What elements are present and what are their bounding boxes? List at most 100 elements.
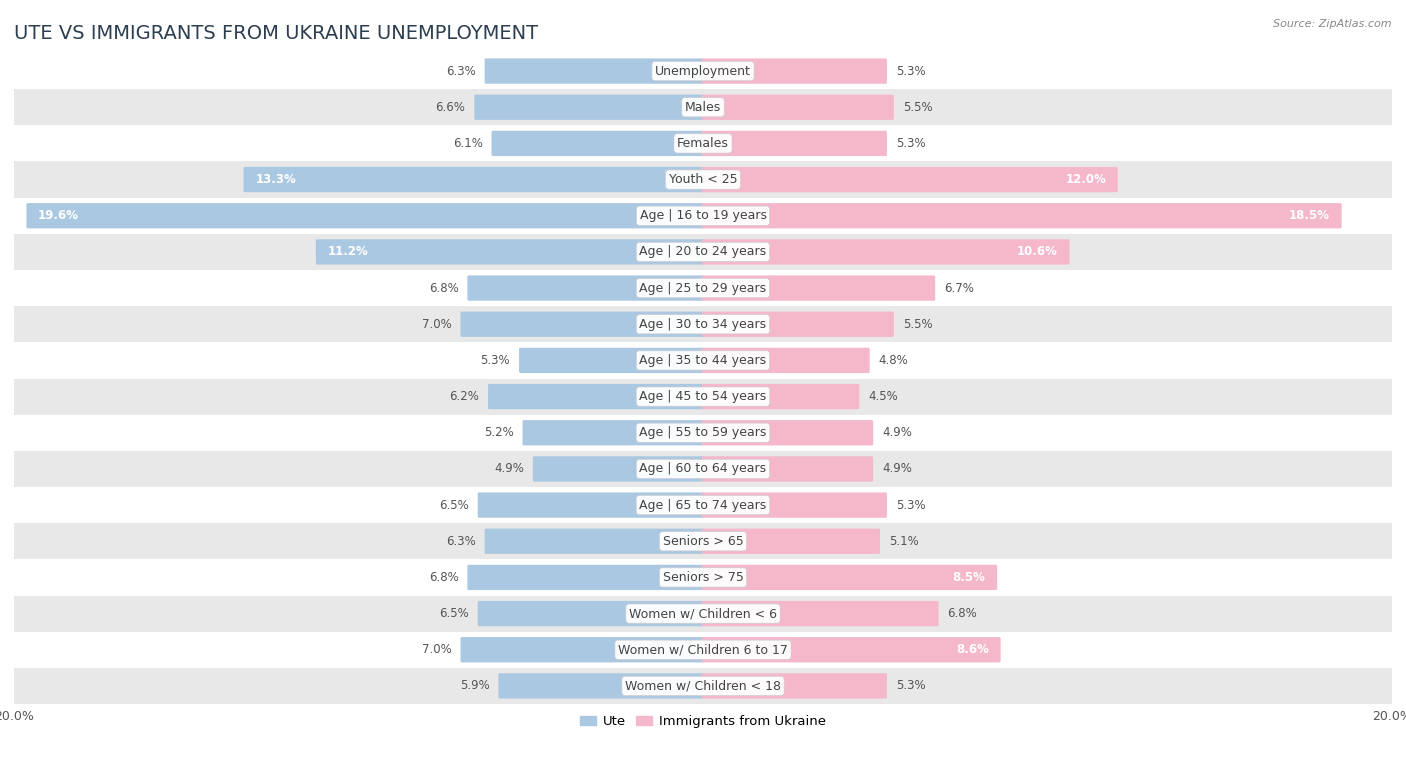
Text: 7.0%: 7.0% (422, 643, 451, 656)
FancyBboxPatch shape (467, 276, 704, 301)
FancyBboxPatch shape (523, 420, 704, 445)
FancyBboxPatch shape (702, 276, 935, 301)
Text: 5.3%: 5.3% (481, 354, 510, 367)
FancyBboxPatch shape (14, 198, 1392, 234)
Text: 12.0%: 12.0% (1066, 173, 1107, 186)
Text: 5.2%: 5.2% (484, 426, 513, 439)
FancyBboxPatch shape (702, 565, 997, 590)
Text: Age | 65 to 74 years: Age | 65 to 74 years (640, 499, 766, 512)
FancyBboxPatch shape (27, 203, 704, 229)
Text: Women w/ Children < 6: Women w/ Children < 6 (628, 607, 778, 620)
Text: 13.3%: 13.3% (256, 173, 295, 186)
FancyBboxPatch shape (702, 673, 887, 699)
FancyBboxPatch shape (316, 239, 704, 265)
Text: Women w/ Children 6 to 17: Women w/ Children 6 to 17 (619, 643, 787, 656)
FancyBboxPatch shape (467, 565, 704, 590)
FancyBboxPatch shape (14, 306, 1392, 342)
FancyBboxPatch shape (14, 631, 1392, 668)
FancyBboxPatch shape (14, 559, 1392, 596)
Text: 5.5%: 5.5% (903, 318, 932, 331)
FancyBboxPatch shape (702, 347, 870, 373)
Text: Males: Males (685, 101, 721, 114)
Text: 5.5%: 5.5% (903, 101, 932, 114)
FancyBboxPatch shape (461, 637, 704, 662)
FancyBboxPatch shape (702, 239, 1070, 265)
Text: 6.8%: 6.8% (429, 282, 458, 294)
Text: 4.9%: 4.9% (882, 426, 912, 439)
Text: 5.3%: 5.3% (896, 499, 925, 512)
Text: 8.5%: 8.5% (953, 571, 986, 584)
Text: Source: ZipAtlas.com: Source: ZipAtlas.com (1274, 19, 1392, 29)
FancyBboxPatch shape (485, 58, 704, 84)
Text: Age | 55 to 59 years: Age | 55 to 59 years (640, 426, 766, 439)
Text: 5.3%: 5.3% (896, 137, 925, 150)
Text: Age | 30 to 34 years: Age | 30 to 34 years (640, 318, 766, 331)
Text: 4.9%: 4.9% (882, 463, 912, 475)
Text: 10.6%: 10.6% (1017, 245, 1057, 258)
Text: Seniors > 75: Seniors > 75 (662, 571, 744, 584)
FancyBboxPatch shape (702, 493, 887, 518)
Text: Age | 60 to 64 years: Age | 60 to 64 years (640, 463, 766, 475)
FancyBboxPatch shape (14, 161, 1392, 198)
FancyBboxPatch shape (702, 131, 887, 156)
FancyBboxPatch shape (702, 58, 887, 84)
FancyBboxPatch shape (14, 378, 1392, 415)
FancyBboxPatch shape (533, 456, 704, 481)
Text: UTE VS IMMIGRANTS FROM UKRAINE UNEMPLOYMENT: UTE VS IMMIGRANTS FROM UKRAINE UNEMPLOYM… (14, 24, 538, 43)
Text: Age | 16 to 19 years: Age | 16 to 19 years (640, 209, 766, 223)
FancyBboxPatch shape (478, 601, 704, 626)
Text: Age | 25 to 29 years: Age | 25 to 29 years (640, 282, 766, 294)
FancyBboxPatch shape (702, 95, 894, 120)
FancyBboxPatch shape (498, 673, 704, 699)
Text: Unemployment: Unemployment (655, 64, 751, 77)
Text: 4.9%: 4.9% (494, 463, 524, 475)
Text: 5.9%: 5.9% (460, 680, 489, 693)
Text: Youth < 25: Youth < 25 (669, 173, 737, 186)
FancyBboxPatch shape (14, 89, 1392, 126)
Text: 6.2%: 6.2% (450, 390, 479, 403)
FancyBboxPatch shape (14, 53, 1392, 89)
FancyBboxPatch shape (14, 523, 1392, 559)
Text: Seniors > 65: Seniors > 65 (662, 534, 744, 548)
FancyBboxPatch shape (243, 167, 704, 192)
FancyBboxPatch shape (702, 312, 894, 337)
Text: 5.1%: 5.1% (889, 534, 918, 548)
Text: 6.1%: 6.1% (453, 137, 482, 150)
FancyBboxPatch shape (702, 384, 859, 410)
Text: 6.8%: 6.8% (948, 607, 977, 620)
FancyBboxPatch shape (702, 167, 1118, 192)
FancyBboxPatch shape (702, 637, 1001, 662)
FancyBboxPatch shape (14, 451, 1392, 487)
FancyBboxPatch shape (14, 342, 1392, 378)
FancyBboxPatch shape (702, 528, 880, 554)
FancyBboxPatch shape (474, 95, 704, 120)
FancyBboxPatch shape (14, 596, 1392, 631)
FancyBboxPatch shape (519, 347, 704, 373)
Text: 6.7%: 6.7% (945, 282, 974, 294)
Text: 7.0%: 7.0% (422, 318, 451, 331)
FancyBboxPatch shape (14, 126, 1392, 161)
FancyBboxPatch shape (492, 131, 704, 156)
Text: 6.3%: 6.3% (446, 64, 475, 77)
Text: 8.6%: 8.6% (956, 643, 988, 656)
Text: 6.3%: 6.3% (446, 534, 475, 548)
FancyBboxPatch shape (14, 270, 1392, 306)
FancyBboxPatch shape (702, 456, 873, 481)
FancyBboxPatch shape (14, 415, 1392, 451)
FancyBboxPatch shape (461, 312, 704, 337)
FancyBboxPatch shape (485, 528, 704, 554)
Text: 6.8%: 6.8% (429, 571, 458, 584)
FancyBboxPatch shape (14, 487, 1392, 523)
FancyBboxPatch shape (488, 384, 704, 410)
Text: Age | 45 to 54 years: Age | 45 to 54 years (640, 390, 766, 403)
Text: 6.6%: 6.6% (436, 101, 465, 114)
Text: Age | 35 to 44 years: Age | 35 to 44 years (640, 354, 766, 367)
FancyBboxPatch shape (702, 420, 873, 445)
Text: 5.3%: 5.3% (896, 680, 925, 693)
Text: 6.5%: 6.5% (439, 607, 468, 620)
Text: 4.5%: 4.5% (869, 390, 898, 403)
FancyBboxPatch shape (14, 234, 1392, 270)
Legend: Ute, Immigrants from Ukraine: Ute, Immigrants from Ukraine (575, 709, 831, 734)
Text: Women w/ Children < 18: Women w/ Children < 18 (626, 680, 780, 693)
Text: 11.2%: 11.2% (328, 245, 368, 258)
